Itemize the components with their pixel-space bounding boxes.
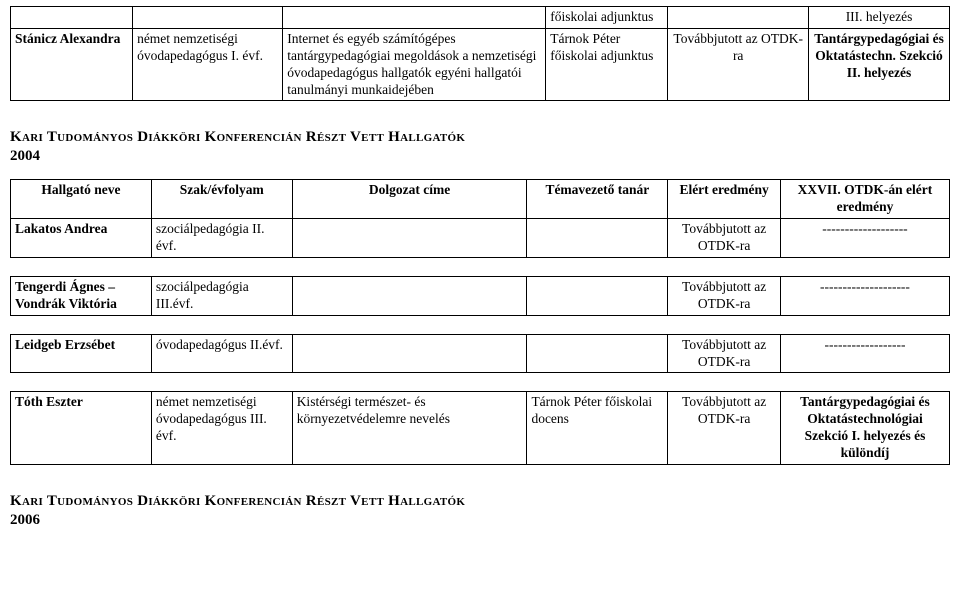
cell: ------------------ <box>780 334 949 373</box>
cell: Kistérségi természet- és környezetvédele… <box>292 392 527 465</box>
cell <box>283 7 546 29</box>
cell <box>527 276 668 315</box>
table-2004: Hallgató neve Szak/évfolyam Dolgozat cím… <box>10 179 950 465</box>
student-name: Leidgeb Erzsébet <box>11 334 152 373</box>
table-row: Tengerdi Ágnes – Vondrák Viktória szociá… <box>11 276 950 315</box>
cell <box>133 7 283 29</box>
section-heading-text: Kari Tudományos Diákköri Konferencián Ré… <box>10 493 465 509</box>
cell <box>292 219 527 258</box>
table-row: főiskolai adjunktus III. helyezés <box>11 7 950 29</box>
cell: Továbbjutott az OTDK-ra <box>668 28 809 101</box>
student-name: Tóth Eszter <box>11 392 152 465</box>
table-row: Lakatos Andrea szociálpedagógia II. évf.… <box>11 219 950 258</box>
col-header: Elért eredmény <box>668 180 781 219</box>
cell: szociálpedagógia II. évf. <box>151 219 292 258</box>
col-header: Témavezető tanár <box>527 180 668 219</box>
cell: III. helyezés <box>809 7 950 29</box>
student-name: Stánicz Alexandra <box>11 28 133 101</box>
section-heading-2004: Kari Tudományos Diákköri Konferencián Ré… <box>10 129 950 146</box>
col-header: Szak/évfolyam <box>151 180 292 219</box>
table-row: Stánicz Alexandra német nemzetiségi óvod… <box>11 28 950 101</box>
section-year-2006: 2006 <box>10 512 950 529</box>
table-header-row: Hallgató neve Szak/évfolyam Dolgozat cím… <box>11 180 950 219</box>
cell <box>292 334 527 373</box>
cell: Internet és egyéb számítógépes tantárgyp… <box>283 28 546 101</box>
cell <box>668 7 809 29</box>
cell: főiskolai adjunktus <box>546 7 668 29</box>
cell: német nemzetiségi óvodapedagógus III. év… <box>151 392 292 465</box>
col-header: Dolgozat címe <box>292 180 527 219</box>
spacer-row <box>11 373 950 392</box>
student-name: Tengerdi Ágnes – Vondrák Viktória <box>11 276 152 315</box>
table-row: Leidgeb Erzsébet óvodapedagógus II.évf. … <box>11 334 950 373</box>
cell: Tárnok Péter főiskolai docens <box>527 392 668 465</box>
spacer-row <box>11 257 950 276</box>
cell: ------------------- <box>780 219 949 258</box>
col-header: Hallgató neve <box>11 180 152 219</box>
cell: Tárnok Péter főiskolai adjunktus <box>546 28 668 101</box>
table-row: Tóth Eszter német nemzetiségi óvodapedag… <box>11 392 950 465</box>
top-partial-table: főiskolai adjunktus III. helyezés Stánic… <box>10 6 950 101</box>
col-header: XXVII. OTDK-án elért eredmény <box>780 180 949 219</box>
student-name: Lakatos Andrea <box>11 219 152 258</box>
cell: Továbbjutott az OTDK-ra <box>668 392 781 465</box>
cell: Továbbjutott az OTDK-ra <box>668 276 781 315</box>
cell: -------------------- <box>780 276 949 315</box>
cell: szociálpedagógia III.évf. <box>151 276 292 315</box>
cell: óvodapedagógus II.évf. <box>151 334 292 373</box>
cell: Továbbjutott az OTDK-ra <box>668 334 781 373</box>
section-year-2004: 2004 <box>10 148 950 165</box>
cell <box>527 219 668 258</box>
section-heading-2006: Kari Tudományos Diákköri Konferencián Ré… <box>10 493 950 510</box>
cell: Tantárgypedagógiai és Oktatástechn. Szek… <box>809 28 950 101</box>
spacer-row <box>11 315 950 334</box>
cell: Továbbjutott az OTDK-ra <box>668 219 781 258</box>
cell <box>11 7 133 29</box>
cell: Tantárgypedagógiai és Oktatástechnológia… <box>780 392 949 465</box>
cell: német nemzetiségi óvodapedagógus I. évf. <box>133 28 283 101</box>
section-heading-text: Kari Tudományos Diákköri Konferencián Ré… <box>10 129 465 145</box>
cell <box>527 334 668 373</box>
cell <box>292 276 527 315</box>
